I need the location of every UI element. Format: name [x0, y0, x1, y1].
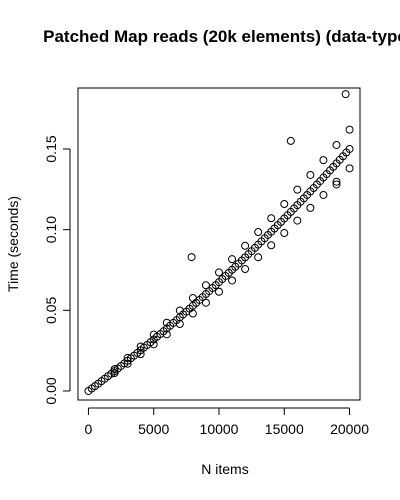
point — [345, 125, 354, 134]
point — [332, 177, 341, 186]
x-tick-label: 10000 — [200, 421, 239, 437]
point — [123, 353, 132, 362]
point — [254, 253, 263, 262]
point — [241, 265, 250, 274]
x-axis-label: N items — [201, 461, 248, 477]
point — [215, 268, 223, 277]
x-tick-label: 20000 — [330, 421, 369, 437]
point — [110, 365, 119, 374]
point — [201, 281, 210, 290]
y-tick-label: 0.00 — [43, 377, 59, 404]
y-tick-label: 0.15 — [43, 135, 59, 162]
point — [201, 298, 210, 307]
point — [345, 164, 354, 173]
point — [254, 228, 263, 237]
point — [228, 276, 237, 285]
point — [241, 241, 250, 250]
chart-title: Patched Map reads (20k elements) (data-t… — [43, 27, 400, 46]
point — [175, 306, 184, 315]
point — [149, 340, 158, 349]
point — [228, 255, 237, 264]
point — [188, 294, 197, 303]
plot-box — [77, 87, 361, 401]
x-tick-label: 15000 — [265, 421, 304, 437]
point — [332, 180, 341, 189]
point — [306, 170, 315, 179]
x-tick-label: 5000 — [138, 421, 169, 437]
y-tick-label: 0.10 — [43, 216, 59, 243]
point — [341, 90, 350, 99]
point — [267, 214, 276, 223]
point — [267, 241, 276, 250]
point — [188, 309, 197, 318]
point — [293, 185, 302, 194]
point — [149, 330, 158, 339]
point — [280, 229, 289, 238]
point — [215, 287, 223, 296]
point — [123, 359, 132, 368]
point — [136, 342, 145, 351]
point — [175, 320, 184, 329]
x-tick-label: 0 — [85, 421, 93, 437]
y-axis-label: Time (seconds) — [5, 196, 21, 292]
point — [319, 190, 328, 199]
point — [162, 330, 171, 339]
point — [187, 253, 196, 262]
point — [286, 136, 295, 145]
point — [319, 156, 328, 165]
point — [306, 203, 315, 212]
y-tick-label: 0.05 — [43, 296, 59, 323]
point — [136, 350, 145, 359]
point — [162, 318, 171, 327]
point — [345, 144, 354, 153]
point — [280, 199, 289, 208]
point — [110, 369, 119, 378]
point — [293, 216, 302, 225]
point — [332, 140, 341, 149]
